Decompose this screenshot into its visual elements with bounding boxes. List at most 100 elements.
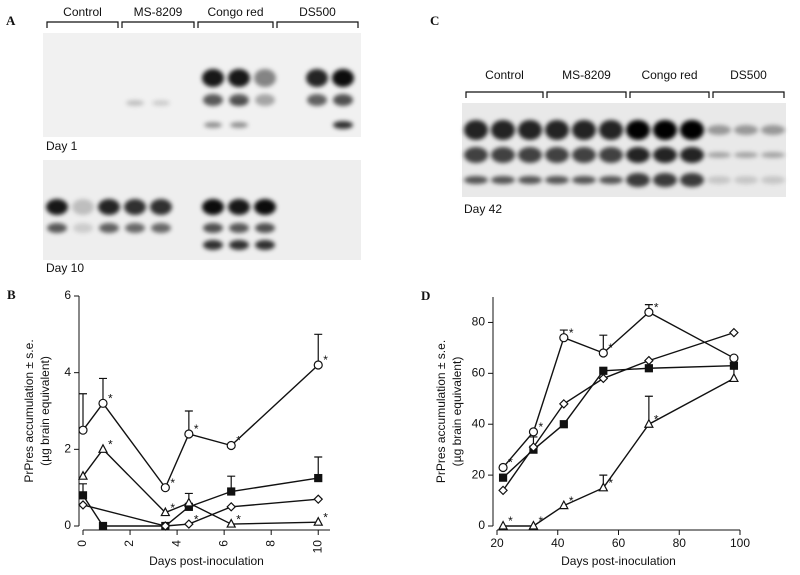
point [78,500,88,510]
point [98,521,108,531]
band [150,199,172,215]
significance-mark: * [608,341,613,355]
y-axis-label: PrPres accumulation ± s.e. [22,339,36,482]
band [255,223,275,233]
significance-mark: * [323,353,328,367]
band [152,100,170,106]
point [528,442,539,452]
significance-mark: * [236,434,241,448]
band [464,176,488,184]
error-bar [79,393,87,431]
band [653,173,677,187]
band [734,176,758,184]
bracket [46,21,119,28]
y-tick-label: 6 [64,288,71,302]
x-tick-label: 0 [75,540,89,547]
band [599,120,623,140]
point [559,420,568,429]
band [734,152,758,158]
day-label: Day 1 [46,139,78,153]
point [160,521,171,531]
x-tick-label: 80 [673,536,687,550]
band [518,176,542,184]
significance-mark: * [508,514,513,528]
point [227,487,236,496]
bracket [629,91,710,98]
point [599,366,608,375]
point [183,497,194,507]
band [203,223,223,233]
significance-mark: * [654,412,659,426]
band [680,120,704,140]
point [184,519,194,529]
band [761,152,785,158]
point [313,494,324,505]
band [680,147,704,163]
point [226,440,236,451]
point [644,355,654,366]
point [498,473,508,482]
point [598,482,609,492]
band [47,223,67,233]
day-label: Day 10 [46,261,84,275]
x-tick-label: 100 [730,536,750,550]
band [229,240,249,250]
group-label: MS-8209 [562,68,611,82]
significance-mark: * [538,514,543,528]
point [528,427,539,437]
band [254,199,276,215]
band [332,69,354,87]
significance-mark: * [323,510,328,524]
y-tick-label: 20 [472,467,486,481]
bracket [465,91,544,98]
band [46,199,68,215]
point [729,353,739,363]
band [680,173,704,187]
significance-mark: * [608,476,613,490]
point [313,360,323,370]
band [255,240,275,250]
band [125,223,145,233]
point [643,418,654,428]
band [229,223,249,233]
x-tick-label: 6 [216,540,230,547]
significance-mark: * [654,300,659,314]
band [734,125,758,135]
point [498,485,508,496]
group-label: DS500 [299,5,336,19]
y-tick-label: 4 [64,365,71,379]
band [491,120,515,140]
band [126,100,144,106]
band [306,69,328,87]
series-line [82,448,319,525]
band [202,199,224,215]
bracket [276,21,359,28]
point [558,399,569,409]
series-line [502,331,735,491]
band [599,176,623,184]
band [464,120,488,140]
significance-mark: * [236,512,241,526]
blot-day1 [43,33,361,137]
band [254,69,276,87]
x-tick-label: 10 [310,540,324,554]
band [333,121,353,129]
band [761,176,785,184]
blot-day42 [462,103,786,197]
band [203,94,223,106]
point [644,307,654,317]
y-axis-label: (µg brain equivalent) [38,356,52,466]
band [518,120,542,140]
band [518,147,542,163]
band [545,147,569,163]
significance-mark: * [108,438,113,452]
point [729,327,739,338]
band [572,147,596,163]
x-tick-label: 4 [169,540,183,547]
band [626,120,650,140]
x-tick-label: 60 [612,536,626,550]
group-label: DS500 [730,68,767,82]
band [572,176,596,184]
point [97,443,108,453]
